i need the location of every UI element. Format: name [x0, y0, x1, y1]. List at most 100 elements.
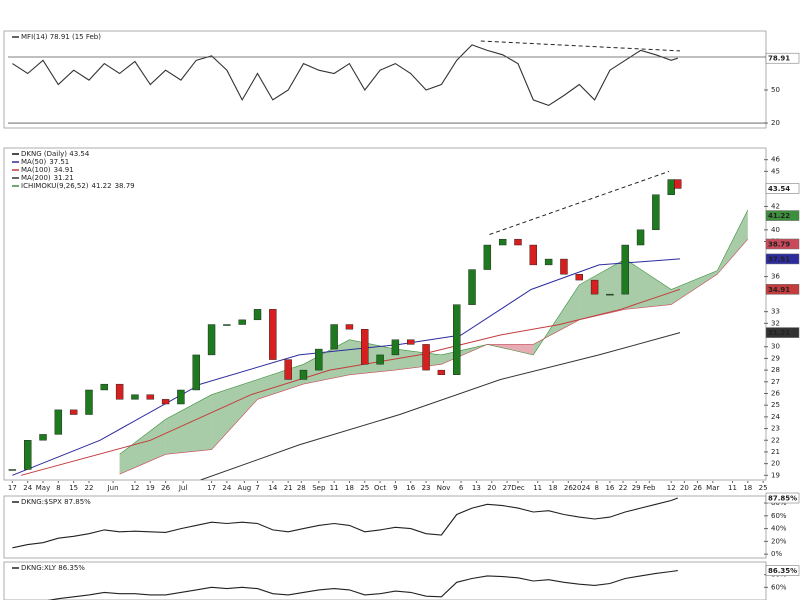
moving-average	[20, 288, 681, 476]
x-tick-label: 8	[595, 484, 599, 492]
y-tick-label: 27	[771, 378, 780, 386]
candle	[391, 339, 400, 356]
value-box	[765, 210, 800, 221]
x-tick-label: 11	[533, 484, 542, 492]
x-tick-label: 17	[8, 484, 17, 492]
x-tick-label: 9	[393, 484, 397, 492]
candle	[23, 440, 32, 470]
value-box	[765, 238, 800, 250]
value-box	[765, 327, 800, 338]
panel-frame	[3, 561, 767, 600]
y-tick-label: 20%	[771, 537, 787, 545]
candle	[39, 434, 47, 441]
legend-title: DKNG (Daily) 43.54	[21, 150, 90, 158]
indicator-line	[47, 570, 678, 600]
y-tick-label: 25	[771, 401, 780, 409]
candle	[376, 354, 384, 365]
x-tick-label: 18	[345, 484, 354, 492]
candle	[544, 258, 553, 266]
candle	[361, 328, 369, 365]
candle	[483, 244, 492, 270]
legend-entry: MA(200) 31.21	[21, 174, 74, 182]
value-box	[765, 492, 800, 504]
x-tick-label: 6	[459, 484, 464, 492]
legend-name: MA(100)	[21, 166, 51, 174]
y-tick-label: 50	[771, 86, 780, 94]
y-tick-label: 23	[771, 425, 780, 433]
y-tick-label: 26	[771, 389, 780, 397]
y-tick-label: 46	[771, 156, 780, 164]
x-tick-label: 2024	[573, 484, 591, 492]
x-tick-label: Aug	[238, 484, 252, 492]
candle	[330, 324, 338, 350]
panel-title: MFI(14) 78.91 (15 Feb)	[21, 33, 101, 41]
panel	[12, 497, 678, 549]
x-tick-label: May	[36, 484, 50, 492]
cloud	[671, 270, 718, 305]
x-tick-label: Oct	[374, 484, 386, 492]
candle	[100, 383, 109, 391]
trendline	[489, 170, 670, 235]
x-tick-label: Feb	[643, 484, 656, 492]
indicator-line	[12, 44, 678, 107]
cloud	[579, 259, 626, 320]
x-tick-label: Jun	[107, 484, 119, 492]
legend-entry: MA(50) 37.51	[21, 158, 69, 166]
x-tick-label: 18	[743, 484, 752, 492]
legend-value: 34.91	[54, 166, 74, 174]
candle	[345, 324, 354, 330]
legend-entry: MA(100) 34.91	[21, 166, 74, 174]
y-tick-label: 42	[771, 202, 780, 210]
legend-value: 37.51	[49, 158, 69, 166]
cloud-span-b	[119, 239, 749, 475]
value-box	[765, 565, 800, 576]
x-tick-label: 15	[69, 484, 78, 492]
x-tick-label: 16	[605, 484, 614, 492]
candle	[146, 394, 154, 400]
candle	[131, 394, 139, 400]
x-tick-label: 12	[667, 484, 676, 492]
candle	[514, 238, 522, 246]
x-tick-label: 22	[85, 484, 94, 492]
x-tick-label: 23	[422, 484, 431, 492]
candle	[177, 389, 185, 405]
legend-entry: DKNG (Daily) 43.54	[21, 150, 90, 158]
y-tick-label: 28	[771, 366, 780, 374]
legend-value: 31.21	[54, 174, 74, 182]
cloud	[165, 394, 212, 455]
panel-frame	[3, 495, 767, 559]
candle	[529, 244, 538, 266]
candle	[253, 309, 262, 321]
candle	[207, 324, 216, 356]
candle	[452, 304, 461, 375]
cloud-span-a	[119, 209, 749, 455]
x-tick-label: 27	[503, 484, 512, 492]
candle	[560, 258, 568, 275]
candle	[590, 279, 599, 295]
x-tick-label: Nov	[437, 484, 451, 492]
x-tick-label: 19	[146, 484, 155, 492]
x-tick-label: 26	[564, 484, 573, 492]
candle	[269, 309, 277, 360]
x-tick-label: 8	[56, 484, 60, 492]
candle	[621, 244, 629, 295]
value-box	[765, 52, 800, 64]
value-box	[765, 253, 800, 265]
panel-title: DKNG:XLY 86.35%	[21, 564, 85, 572]
x-tick-label: 13	[472, 484, 481, 492]
candle	[468, 269, 476, 305]
x-tick-label: Dec	[511, 484, 525, 492]
legend-entry: ICHIMOKU(9,26,52) 41.22 38.79	[21, 182, 135, 190]
y-tick-label: 19	[771, 471, 780, 479]
x-tick-label: 25	[360, 484, 369, 492]
x-tick-label: 22	[619, 484, 628, 492]
candle	[54, 409, 63, 435]
y-tick-label: 20	[771, 119, 780, 127]
x-tick-label: 29	[632, 484, 641, 492]
candle	[238, 319, 246, 325]
value-box-label: 43.54	[768, 185, 790, 193]
x-tick-label: 28	[297, 484, 306, 492]
value-box-label: 38.79	[768, 240, 790, 248]
